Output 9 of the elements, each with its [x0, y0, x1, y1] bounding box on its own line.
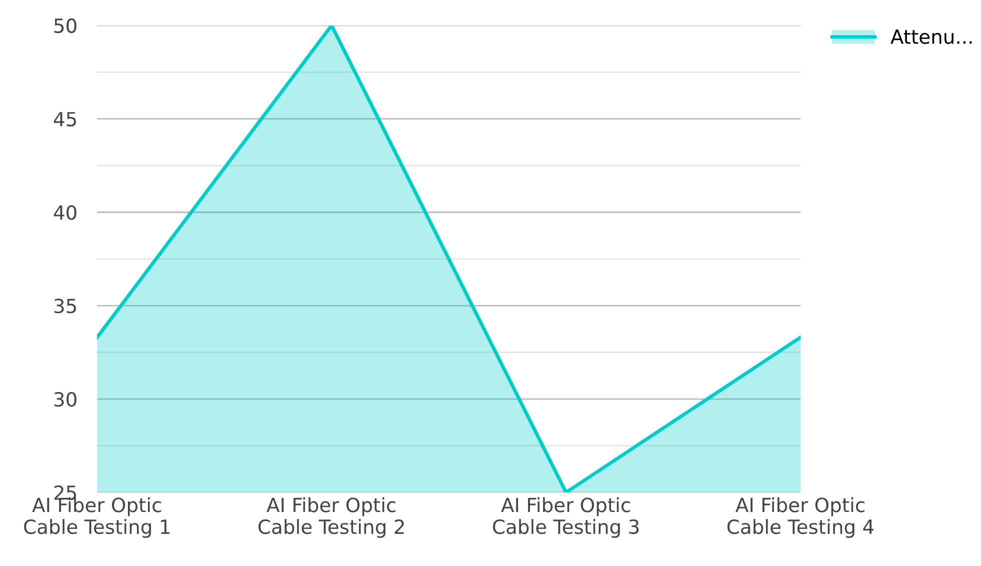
x-tick-label: AI Fiber Optic Cable Testing 2 — [258, 497, 404, 538]
y-tick-label: 50 — [54, 18, 76, 34]
y-tick-label: 35 — [54, 298, 76, 314]
x-tick-label: AI Fiber Optic Cable Testing 3 — [492, 497, 639, 538]
x-tick-label: AI Fiber Optic Cable Testing 4 — [727, 497, 874, 538]
y-tick-label: 45 — [54, 112, 76, 127]
y-tick-label: 30 — [54, 392, 76, 407]
legend-label: Attenu... — [890, 30, 972, 44]
y-tick-label: 40 — [54, 205, 76, 220]
